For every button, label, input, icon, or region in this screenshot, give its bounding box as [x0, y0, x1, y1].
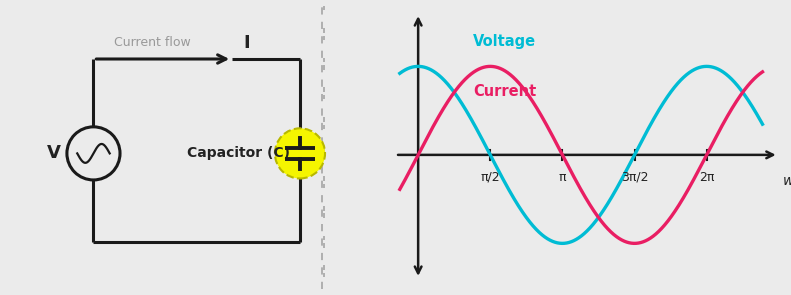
Text: 2π: 2π: [699, 171, 714, 184]
Circle shape: [275, 128, 325, 178]
Text: π/2: π/2: [480, 171, 500, 184]
Text: I: I: [244, 34, 250, 52]
Text: Voltage: Voltage: [473, 34, 536, 49]
Text: π: π: [558, 171, 566, 184]
Text: wt: wt: [783, 174, 791, 188]
Text: Current flow: Current flow: [114, 36, 191, 49]
Text: Current: Current: [473, 84, 536, 99]
Text: V: V: [47, 144, 61, 163]
Text: 3π/2: 3π/2: [621, 171, 649, 184]
Text: Capacitor (C): Capacitor (C): [187, 146, 290, 160]
